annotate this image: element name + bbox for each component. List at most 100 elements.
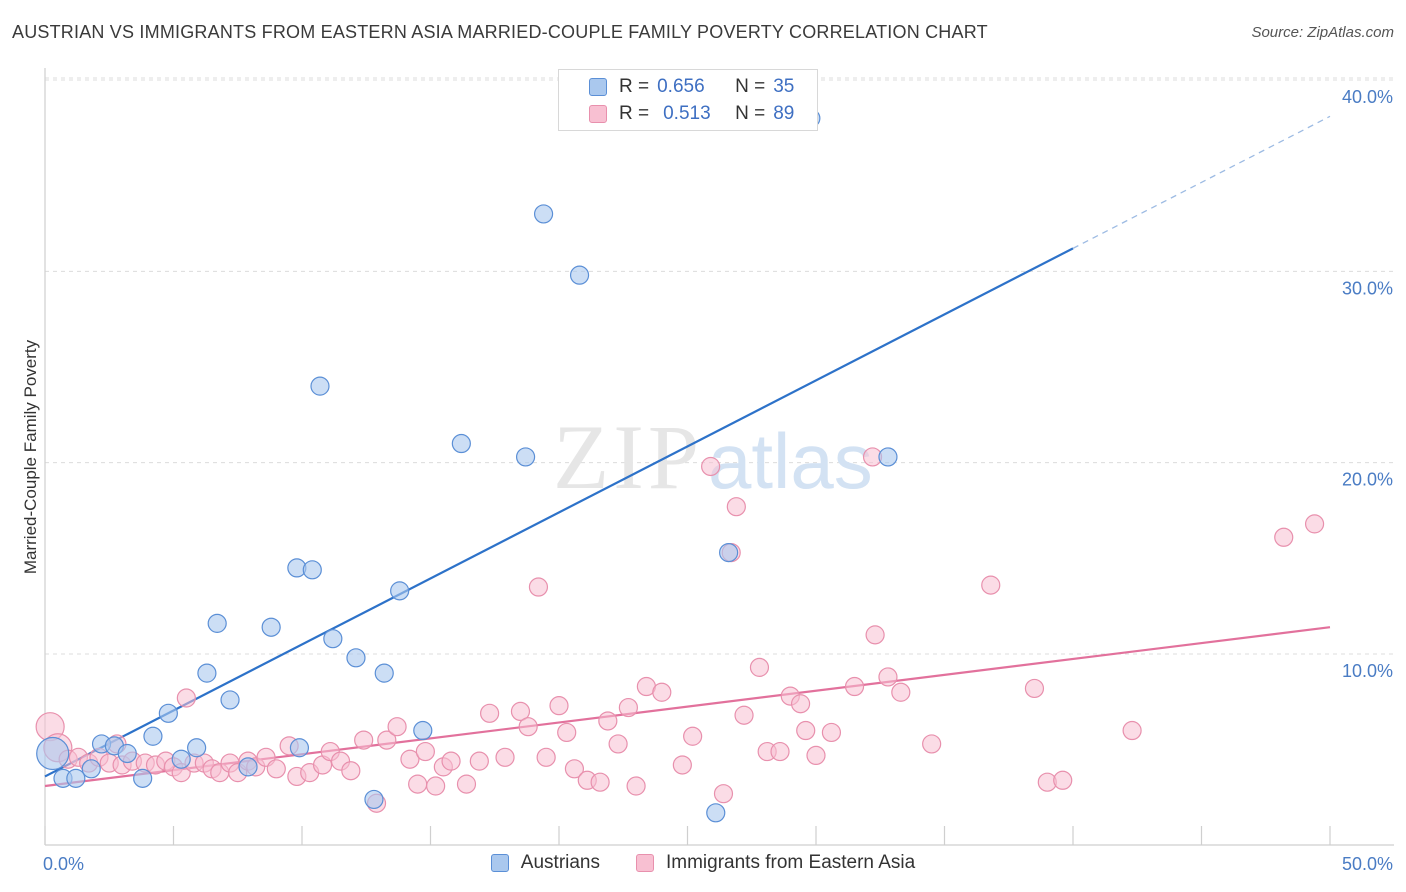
point-immigrants: [441, 751, 461, 771]
point-austrians: [374, 663, 394, 683]
point-immigrants: [564, 759, 585, 779]
point-immigrants: [701, 456, 721, 477]
legend-label-austrians: Austrians: [520, 852, 600, 873]
point-immigrants: [1053, 770, 1073, 790]
legend-n-value: 89: [773, 103, 795, 124]
point-austrians: [515, 447, 536, 467]
y-tick-label: 10.0%: [1342, 661, 1393, 681]
legend-label-immigrants: Immigrants from Eastern Asia: [666, 852, 916, 873]
y-tick-label: 20.0%: [1342, 470, 1393, 490]
point-austrians: [413, 720, 433, 741]
point-austrians: [36, 736, 70, 771]
point-immigrants: [806, 745, 826, 766]
legend-r-label: R =: [619, 76, 650, 97]
point-immigrants: [796, 720, 816, 741]
point-immigrants: [713, 784, 734, 804]
tick-labels-layer: 10.0% 20.0% 30.0% 40.0% 0.0% 50.0%: [43, 87, 1393, 874]
point-immigrants: [726, 497, 746, 517]
point-immigrants: [734, 705, 754, 725]
legend-n-value: 35: [773, 76, 795, 97]
point-immigrants: [426, 776, 446, 796]
x-tick-label-min: 0.0%: [43, 854, 84, 874]
point-austrians: [302, 560, 322, 580]
point-immigrants: [683, 726, 703, 746]
point-austrians: [197, 663, 217, 683]
point-austrians: [878, 447, 898, 467]
point-austrians: [323, 629, 343, 649]
point-immigrants: [469, 751, 489, 771]
point-immigrants: [415, 741, 435, 762]
legend-r-value: 0.656: [657, 76, 705, 97]
point-immigrants: [510, 701, 531, 722]
y-tick-label: 40.0%: [1342, 87, 1393, 107]
grid-layer: [45, 77, 1394, 655]
point-immigrants: [400, 749, 420, 769]
point-austrians: [569, 265, 590, 285]
point-immigrants: [844, 676, 865, 697]
point-immigrants: [821, 722, 842, 743]
point-immigrants: [377, 730, 397, 750]
point-austrians: [451, 433, 471, 454]
point-austrians: [289, 738, 310, 758]
immigrants-legend-icon: [636, 854, 654, 872]
point-austrians: [364, 789, 384, 810]
point-immigrants: [341, 761, 361, 781]
y-tick-label: 30.0%: [1342, 278, 1393, 298]
watermark-zip: ZIP: [553, 406, 703, 508]
point-austrians: [207, 613, 227, 633]
legend-r-label: R =: [619, 103, 650, 124]
point-immigrants: [495, 747, 515, 767]
point-austrians: [133, 768, 153, 788]
point-immigrants: [480, 703, 500, 723]
point-immigrants: [922, 734, 942, 754]
source-credit: Source: ZipAtlas.com: [1251, 24, 1394, 41]
point-immigrants: [598, 711, 618, 731]
point-immigrants: [770, 741, 790, 762]
point-immigrants: [865, 625, 885, 645]
point-immigrants: [528, 577, 549, 597]
point-immigrants: [1274, 527, 1294, 547]
point-immigrants: [618, 697, 638, 718]
trendline-austrians-extension: [1072, 115, 1331, 249]
point-immigrants: [626, 776, 646, 796]
point-austrians: [66, 768, 86, 788]
point-immigrants: [549, 696, 569, 716]
point-immigrants: [1122, 720, 1142, 741]
point-austrians: [158, 703, 178, 723]
point-austrians: [719, 542, 739, 563]
point-immigrants: [590, 772, 610, 792]
legend-n-label: N =: [735, 103, 766, 124]
point-austrians: [220, 690, 240, 710]
point-immigrants: [536, 747, 556, 767]
watermark-atlas: atlas: [708, 417, 873, 505]
point-immigrants: [354, 730, 374, 750]
point-immigrants: [672, 755, 692, 775]
point-austrians: [261, 617, 281, 637]
point-immigrants: [387, 717, 407, 737]
axis-layer: [44, 68, 1394, 846]
point-immigrants: [1024, 678, 1045, 699]
point-immigrants: [518, 717, 538, 737]
legend-item-immigrants: Immigrants from Eastern Asia: [636, 852, 915, 874]
austrians-legend-icon: [490, 854, 509, 872]
correlation-legend: R = 0.656 N = 35 R = 0.513 N = 89: [558, 69, 818, 131]
point-austrians: [346, 648, 366, 668]
watermark: ZIP atlas: [553, 406, 873, 508]
austrians-swatch-icon: [589, 78, 607, 96]
immigrants-swatch-icon: [589, 105, 607, 123]
point-austrians: [238, 757, 258, 777]
point-austrians: [533, 204, 554, 224]
legend-n-label: N =: [735, 76, 766, 97]
point-immigrants: [557, 722, 577, 743]
point-immigrants: [749, 657, 770, 677]
point-austrians: [187, 738, 207, 758]
point-austrians: [310, 376, 330, 396]
trendline-austrians: [44, 247, 1074, 778]
y-axis-label: Married-Couple Family Poverty: [21, 339, 40, 574]
x-tick-label-max: 50.0%: [1342, 854, 1393, 874]
legend-row-immigrants: R = 0.513 N = 89: [559, 101, 794, 127]
point-immigrants: [1304, 514, 1325, 534]
point-immigrants: [891, 682, 911, 702]
legend-row-austrians: R = 0.656 N = 35: [559, 74, 794, 100]
